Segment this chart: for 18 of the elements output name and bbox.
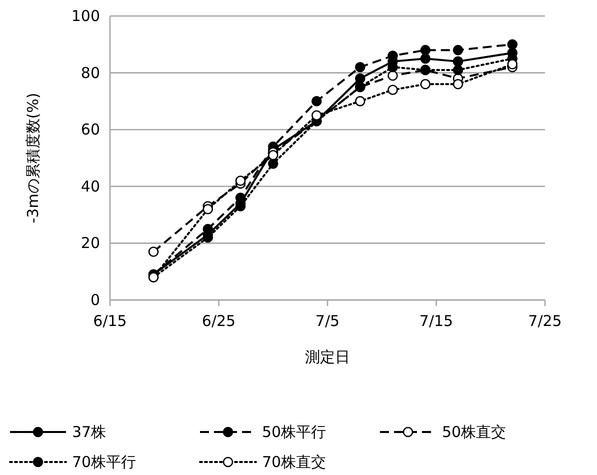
legend-label: 70株平行 (72, 453, 136, 471)
y-tick-label: 100 (71, 7, 100, 25)
y-tick-label: 40 (80, 177, 100, 196)
y-tick-label: 20 (80, 234, 100, 252)
legend-label: 37株 (72, 423, 106, 441)
x-tick-label: 7/15 (419, 312, 454, 330)
y-tick-label: 80 (80, 64, 100, 82)
legend-label: 70株直交 (262, 453, 326, 471)
y-axis-title: -3mの累積度数(%) (24, 92, 42, 224)
x-tick-label: 6/25 (202, 312, 236, 330)
x-tick-label: 7/25 (528, 312, 562, 330)
legend-label: 50株平行 (262, 423, 326, 441)
x-axis-title: 測定日 (305, 348, 350, 366)
x-tick-label: 6/15 (93, 312, 127, 330)
legend-label: 50株直交 (442, 423, 506, 441)
y-tick-label: 60 (80, 120, 100, 139)
y-tick-label: 0 (90, 291, 100, 309)
x-tick-label: 7/5 (315, 312, 340, 330)
